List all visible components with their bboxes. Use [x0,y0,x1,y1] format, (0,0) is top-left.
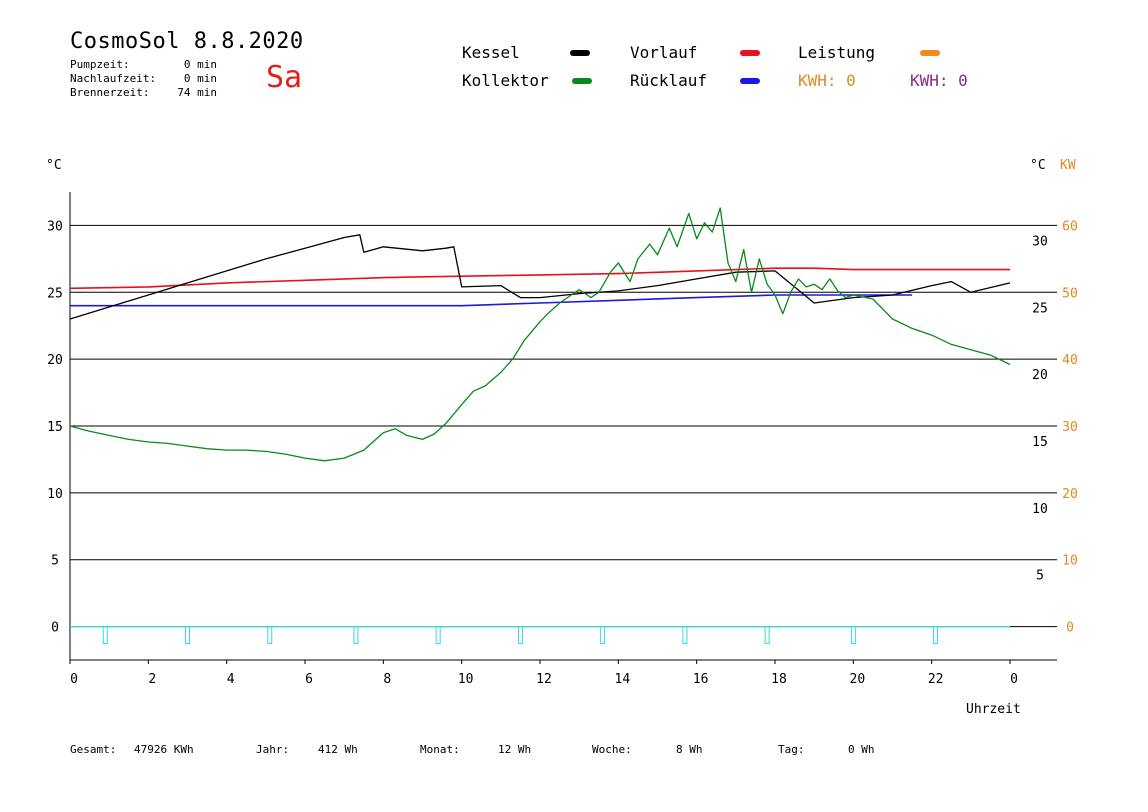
legend-label-kessel: Kessel [462,43,520,62]
footer-label-monat: Monat: [420,743,460,756]
x-tick-6: 12 [536,672,552,687]
y2-tick-40: 40 [1062,353,1078,368]
footer-value-tag: 0 Wh [848,743,875,756]
page-title: CosmoSol 8.8.2020 [70,29,304,54]
footer-label-gesamt: Gesamt: [70,743,117,756]
pump-pulse-5 [517,626,523,645]
pump-pulse-3 [353,626,359,645]
pump-pulse-0 [102,626,108,645]
info-label-brennerzeit: Brennerzeit: [70,86,150,99]
weekday-label: Sa [266,60,303,95]
info-value-brennerzeit: 74 min [177,86,217,99]
right-axis-unit-kw: KW [1060,158,1076,173]
pump-pulse-7 [682,626,688,645]
info-value-pumpzeit: 0 min [183,58,217,71]
footer-value-monat: 12 Wh [498,743,532,756]
legend-label-ruecklauf: Rücklauf [630,71,708,90]
x-tick-7: 14 [615,672,631,687]
legend-label-kollektor: Kollektor [462,71,549,90]
x-tick-1: 2 [148,672,156,687]
y2-tick-0: 0 [1066,621,1074,636]
y2-tick-30: 30 [1062,420,1078,435]
y-tick-left-0: 0 [51,621,59,636]
y-tick-right-25: 25 [1032,301,1048,316]
legend-kwh-purple: KWH: 0 [910,71,968,90]
right-axis-unit: °C [1030,158,1046,173]
y-tick-left-20: 20 [47,353,63,368]
left-axis-unit: °C [46,158,62,173]
y-tick-right-20: 20 [1032,368,1048,383]
y-tick-right-30: 30 [1032,234,1048,249]
x-tick-2: 4 [227,672,235,687]
pump-pulse-1 [185,626,190,645]
info-label-nachlaufzeit: Nachlaufzeit: [70,72,157,85]
x-tick-9: 18 [771,672,787,687]
footer-value-woche: 8 Wh [676,743,703,756]
y-tick-left-30: 30 [47,219,63,234]
legend-label-vorlauf: Vorlauf [630,43,698,62]
footer-label-jahr: Jahr: [256,743,290,756]
footer-value-gesamt: 47926 KWh [134,743,194,756]
pump-pulse-8 [764,626,770,645]
info-value-nachlaufzeit: 0 min [183,72,217,85]
legend-kwh-orange: KWH: 0 [798,71,856,90]
legend-swatch-kessel [570,50,590,56]
x-tick-0: 0 [70,672,78,687]
series-line-vorlauf [69,267,1010,290]
y-tick-right-15: 15 [1032,435,1048,450]
x-tick-4: 8 [383,672,391,687]
x-tick-10: 20 [850,672,866,687]
series-line-kollektor [69,207,1011,462]
y-tick-left-25: 25 [47,286,63,301]
y-tick-right-10: 10 [1032,502,1048,517]
legend-swatch-vorlauf [740,50,760,56]
footer-label-woche: Woche: [592,743,632,756]
legend-swatch-ruecklauf [740,78,760,84]
y-tick-left-5: 5 [51,554,59,569]
footer-label-tag: Tag: [778,743,805,756]
pump-pulse-9 [850,626,856,645]
pump-pulse-4 [435,626,441,645]
pump-pulse-2 [267,626,273,645]
pump-pulse-6 [600,626,606,645]
legend-swatch-leistung [920,50,940,56]
x-tick-8: 16 [693,672,709,687]
x-tick-5: 10 [458,672,474,687]
pump-pulse-10 [933,626,939,645]
y-tick-right-5: 5 [1036,569,1044,584]
x-tick-3: 6 [305,672,313,687]
legend-label-leistung: Leistung [798,43,876,62]
y2-tick-20: 20 [1062,487,1078,502]
series-line-kessel [69,234,1011,320]
footer-value-jahr: 412 Wh [318,743,358,756]
info-label-pumpzeit: Pumpzeit: [70,58,130,71]
series-line-ruecklauf [70,294,913,307]
y2-tick-60: 60 [1062,219,1078,234]
y-tick-left-10: 10 [47,487,63,502]
x-axis-title: Uhrzeit [966,702,1021,717]
x-tick-12: 0 [1010,672,1018,687]
y-tick-left-15: 15 [47,420,63,435]
y2-tick-10: 10 [1062,554,1078,569]
legend-swatch-kollektor [572,78,592,84]
y2-tick-50: 50 [1062,286,1078,301]
x-tick-11: 22 [928,672,944,687]
